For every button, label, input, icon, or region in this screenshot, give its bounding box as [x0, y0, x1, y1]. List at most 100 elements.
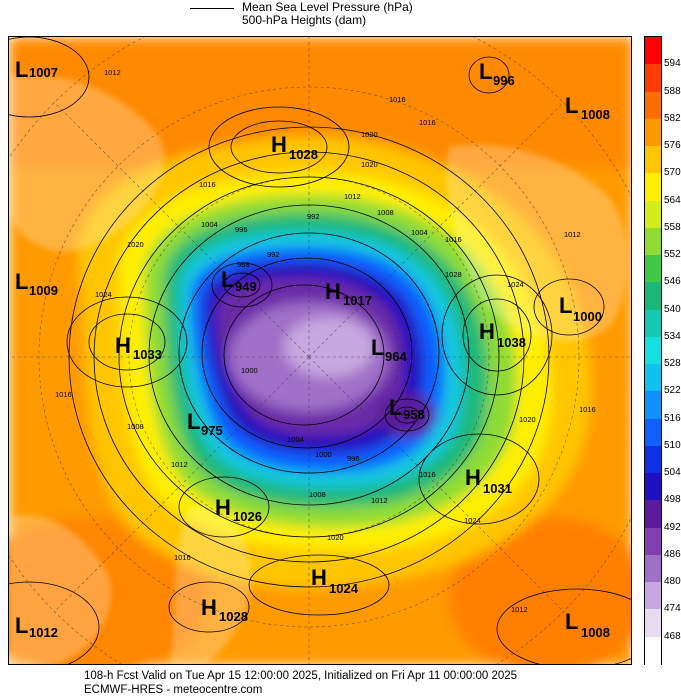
- svg-text:1031: 1031: [483, 481, 512, 496]
- pressure-center: H 1028: [271, 132, 318, 162]
- contour-label: 1020: [127, 240, 144, 249]
- colorbar-segment: [645, 500, 661, 529]
- weather-map: 1012 1016 1020 1020 1012 1016 1004 996 9…: [8, 36, 632, 665]
- contour-label: 1016: [419, 470, 436, 479]
- svg-text:L: L: [565, 93, 578, 118]
- contour-label: 1016: [55, 390, 72, 399]
- pressure-center: H 1033: [115, 333, 162, 362]
- colorbar-segment: [645, 118, 661, 147]
- pressure-center: L 1009: [15, 269, 58, 298]
- contour-label: 992: [267, 250, 280, 259]
- pressure-centers: L 1007 H 1028 L 996 L 1008 L 1009 L 949 H 1017 …: [15, 57, 610, 640]
- header-title-heights: 500-hPa Heights (dam): [242, 13, 367, 27]
- isobars: [9, 37, 631, 664]
- contour-label: 1012: [171, 460, 188, 469]
- colorbar-label: 588: [664, 85, 681, 97]
- colorbar-segment: [645, 636, 661, 665]
- contour-label: 1012: [371, 496, 388, 505]
- contour-label: 1004: [201, 220, 218, 229]
- contour-label: 1028: [445, 270, 462, 279]
- contour-label: 1000: [241, 366, 258, 375]
- footer-forecast-valid: 108-h Fcst Valid on Tue Apr 15 12:00:00 …: [84, 670, 518, 682]
- pressure-center: H 1026: [215, 495, 262, 524]
- svg-text:L: L: [15, 613, 28, 638]
- colorbar-label: 516: [664, 412, 681, 424]
- pressure-center: L 1000: [559, 293, 602, 324]
- pressure-center: L 1012: [15, 613, 58, 640]
- pressure-center: H 1038: [479, 319, 526, 350]
- svg-text:L: L: [187, 409, 200, 434]
- colorbar-segment: [645, 309, 661, 338]
- colorbar-segment: [645, 146, 661, 175]
- contour-label: 1012: [344, 192, 361, 201]
- svg-text:H: H: [215, 495, 231, 520]
- pressure-center: L 964: [371, 335, 407, 364]
- svg-text:1008: 1008: [581, 625, 610, 640]
- contour-labels: 1012 1016 1020 1020 1012 1016 1004 996 9…: [55, 68, 596, 614]
- svg-text:1026: 1026: [233, 509, 262, 524]
- pressure-center: L 958: [389, 395, 425, 422]
- contour-label: 1024: [95, 290, 112, 299]
- contour-label: 1000: [315, 450, 332, 459]
- svg-text:1009: 1009: [29, 283, 58, 298]
- svg-text:H: H: [325, 279, 341, 304]
- colorbar-segment: [645, 200, 661, 229]
- svg-text:H: H: [479, 319, 495, 344]
- colorbar-label: 492: [664, 521, 681, 533]
- colorbar-label: 468: [664, 630, 681, 642]
- legend-line-sample: [190, 8, 234, 9]
- contour-label: 1008: [127, 422, 144, 431]
- map-canvas: 1012 1016 1020 1020 1012 1016 1004 996 9…: [9, 37, 631, 664]
- contour-label: 1016: [389, 95, 406, 104]
- land-masses: [9, 75, 627, 664]
- svg-text:949: 949: [235, 279, 257, 294]
- svg-text:958: 958: [403, 407, 425, 422]
- colorbar-segment: [645, 473, 661, 502]
- pressure-center: H 1017: [325, 279, 372, 308]
- svg-text:1038: 1038: [497, 335, 526, 350]
- pressure-center: H 1028: [201, 595, 248, 624]
- colorbar-segment: [645, 255, 661, 284]
- svg-text:L: L: [479, 59, 492, 84]
- colorbar-label: 594: [664, 58, 681, 70]
- colorbar-label: 534: [664, 330, 681, 342]
- map-header: Mean Sea Level Pressure (hPa) 500-hPa He…: [0, 0, 681, 36]
- pressure-center: L 1008: [565, 609, 610, 640]
- svg-text:1024: 1024: [329, 581, 359, 596]
- svg-text:H: H: [271, 132, 287, 157]
- svg-text:1007: 1007: [29, 65, 58, 80]
- svg-text:1033: 1033: [133, 347, 162, 362]
- colorbar-segment: [645, 91, 661, 120]
- contour-label: 1020: [361, 130, 378, 139]
- contour-label: 1016: [199, 180, 216, 189]
- svg-text:1000: 1000: [573, 309, 602, 324]
- svg-text:996: 996: [493, 73, 515, 88]
- svg-text:1028: 1028: [219, 609, 248, 624]
- svg-text:H: H: [201, 595, 217, 620]
- colorbar-segment: [645, 418, 661, 447]
- colorbar-label: 558: [664, 221, 681, 233]
- svg-text:H: H: [115, 333, 131, 358]
- colorbar-label: 498: [664, 494, 681, 506]
- contour-label: 1024: [464, 516, 481, 525]
- contour-label: 1024: [507, 280, 524, 289]
- colorbar-label: 486: [664, 548, 681, 560]
- colorbar-segment: [645, 445, 661, 474]
- colorbar-segment: [645, 364, 661, 393]
- svg-text:1012: 1012: [29, 625, 58, 640]
- colorbar-label: 564: [664, 194, 681, 206]
- colorbar-segment: [645, 64, 661, 93]
- contour-label: 996: [347, 454, 360, 463]
- colorbar-segment: [645, 554, 661, 583]
- pressure-center: L 975: [187, 409, 223, 438]
- contour-label: 1020: [519, 415, 536, 424]
- pressure-center: H 1024: [311, 565, 359, 596]
- colorbar-label: 504: [664, 467, 681, 479]
- contour-label: 1016: [445, 235, 462, 244]
- svg-text:964: 964: [385, 349, 407, 364]
- colorbar-segment: [645, 391, 661, 420]
- pressure-center: L 1007: [15, 57, 58, 82]
- pressure-center: L 1008: [565, 93, 610, 122]
- pressure-center: L 949: [221, 267, 257, 294]
- height-colorbar: [644, 36, 662, 665]
